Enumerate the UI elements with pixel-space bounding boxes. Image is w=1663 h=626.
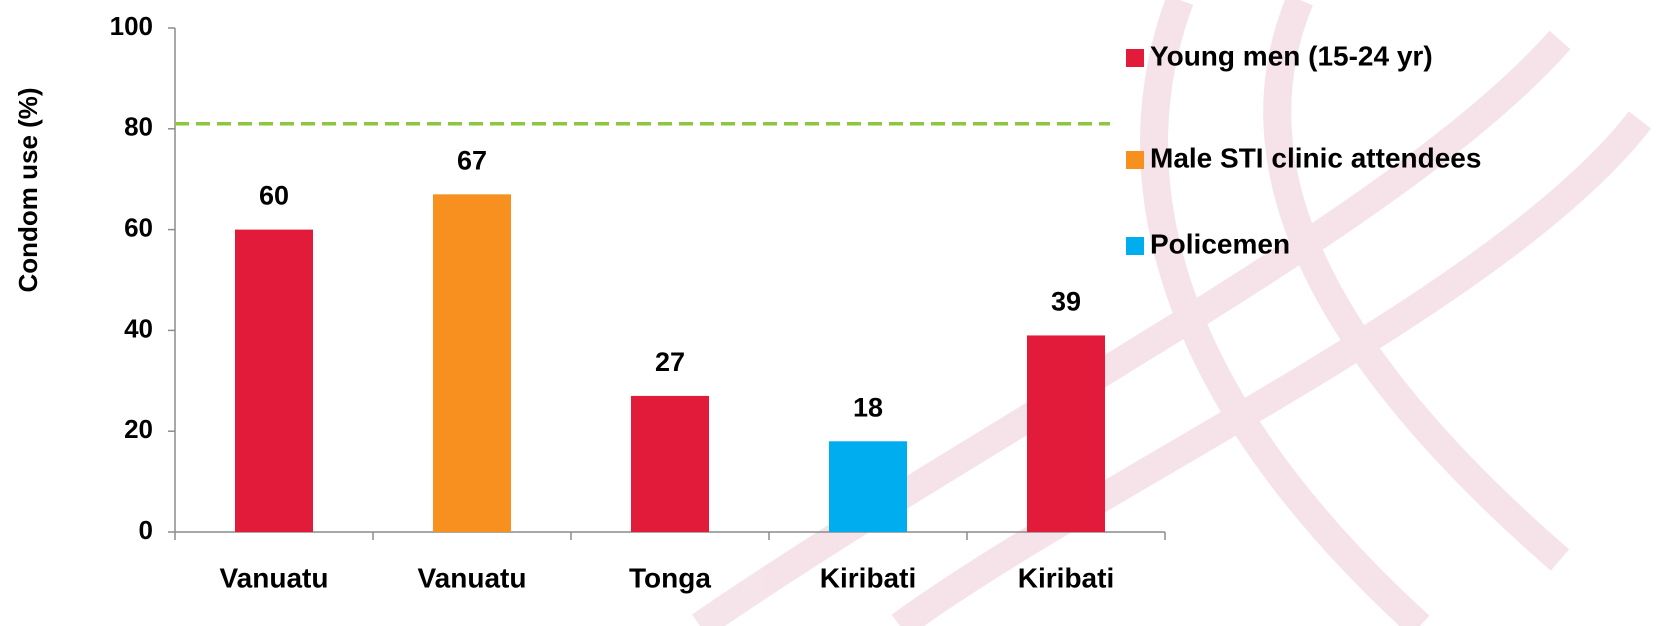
legend-swatch [1126, 49, 1144, 67]
value-label: 67 [457, 145, 487, 175]
bar [631, 395, 709, 532]
legend-swatch [1126, 151, 1144, 169]
y-axis-title: Condom use (%) [13, 87, 43, 292]
x-tick-label: Kiribati [820, 562, 916, 593]
background-ribbon [692, 0, 1652, 626]
bar [1027, 335, 1105, 532]
y-tick-label: 20 [124, 414, 153, 444]
x-tick-label: Kiribati [1018, 562, 1114, 593]
y-tick-label: 60 [124, 212, 153, 242]
y-tick-label: 100 [110, 11, 153, 41]
y-tick-label: 0 [139, 515, 153, 545]
value-label: 39 [1051, 287, 1081, 317]
ribbon-stroke [1140, 0, 1430, 626]
ribbon-stroke [891, 111, 1652, 626]
legend-label: Young men (15-24 yr) [1150, 40, 1433, 71]
ribbon-stroke [692, 30, 1571, 626]
bar [433, 194, 511, 532]
x-tick-label: Tonga [629, 562, 711, 593]
value-label: 27 [655, 347, 685, 377]
ribbon-stroke [1263, 0, 1570, 571]
y-tick-label: 40 [124, 313, 153, 343]
x-tick-label: Vanuatu [418, 562, 527, 593]
bar [235, 229, 313, 532]
value-label: 60 [259, 181, 289, 211]
y-tick-label: 80 [124, 112, 153, 142]
legend-swatch [1126, 237, 1144, 255]
legend-label: Male STI clinic attendees [1150, 142, 1481, 173]
bar [829, 441, 907, 532]
legend-label: Policemen [1150, 228, 1290, 259]
value-label: 18 [853, 392, 883, 422]
x-tick-label: Vanuatu [220, 562, 329, 593]
